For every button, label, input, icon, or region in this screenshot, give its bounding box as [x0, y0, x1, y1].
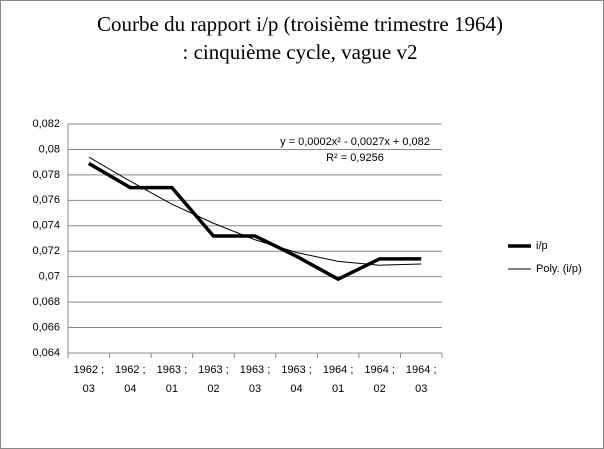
y-tick-label: 0,082	[32, 118, 60, 130]
y-tick-label: 0,068	[32, 296, 60, 308]
x-tick-label: 04	[124, 383, 136, 395]
y-tick-label: 0,078	[32, 169, 60, 181]
y-tick-label: 0,064	[32, 347, 60, 359]
trend-equation: y = 0,0002x² - 0,0027x + 0,082	[280, 136, 430, 148]
chart-title: : cinquième cycle, vague v2	[183, 40, 418, 64]
y-tick-label: 0,066	[32, 321, 60, 333]
x-tick-label: 03	[415, 383, 427, 395]
y-tick-label: 0,072	[32, 245, 60, 257]
x-tick-label: 1962 ;	[115, 364, 146, 376]
x-tick-label: 02	[374, 383, 386, 395]
y-tick-label: 0,08	[39, 143, 60, 155]
x-tick-label: 1962 ;	[73, 364, 104, 376]
x-tick-label: 01	[166, 383, 178, 395]
x-tick-label: 1963 ;	[198, 364, 229, 376]
data-line	[87, 161, 422, 282]
y-tick-label: 0,076	[32, 194, 60, 206]
x-tick-label: 1964 ;	[323, 364, 354, 376]
trend-line	[88, 156, 422, 266]
y-tick-label: 0,074	[32, 220, 60, 232]
x-tick-label: 1964 ;	[406, 364, 437, 376]
r-squared: R² = 0,9256	[326, 152, 384, 164]
x-tick-label: 03	[83, 383, 95, 395]
x-tick-label: 01	[332, 383, 344, 395]
x-tick-label: 1963 ;	[240, 364, 271, 376]
x-tick-label: 02	[207, 383, 219, 395]
x-tick-label: 1963 ;	[157, 364, 188, 376]
x-tick-label: 1963 ;	[281, 364, 312, 376]
x-tick-label: 04	[290, 383, 302, 395]
x-tick-label: 03	[249, 383, 261, 395]
legend-label: Poly. (i/p)	[536, 263, 582, 275]
x-tick-label: 1964 ;	[364, 364, 395, 376]
y-tick-label: 0,07	[39, 271, 60, 283]
legend-label: i/p	[536, 240, 548, 252]
chart-title: Courbe du rapport i/p (troisième trimest…	[97, 12, 503, 36]
